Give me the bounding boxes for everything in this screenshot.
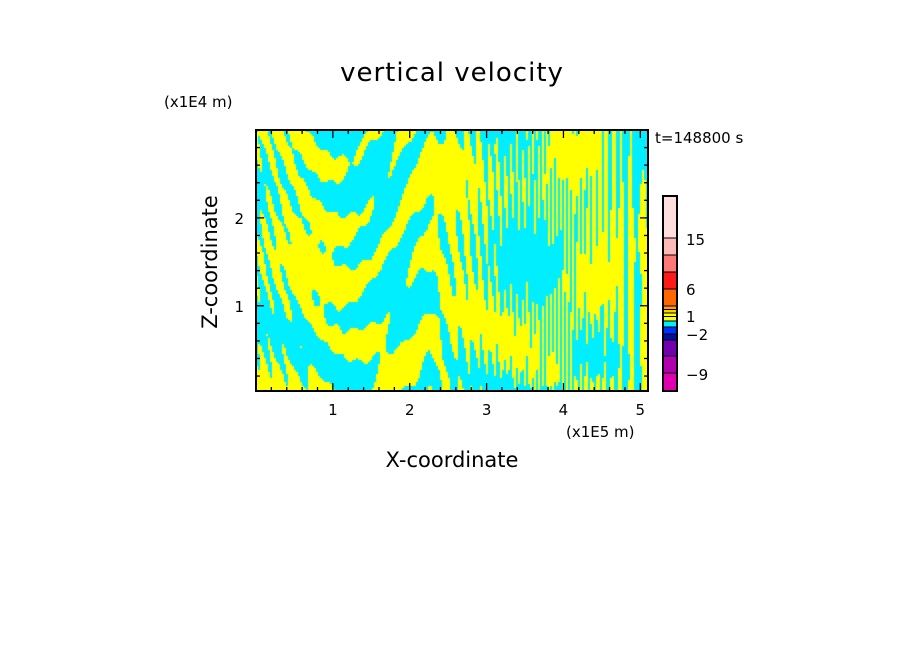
colorbar-segment [662, 309, 678, 314]
colorbar-segment [662, 326, 678, 335]
contour-field [256, 130, 648, 391]
x-tick-label: 3 [482, 401, 492, 419]
colorbar-label: 6 [686, 281, 696, 299]
x-tick-label: 4 [559, 401, 569, 419]
colorbar-label: 1 [686, 308, 696, 326]
colorbar-segment [662, 254, 678, 273]
y-axis-unit: (x1E4 m) [164, 93, 233, 111]
y-tick-label: 1 [234, 298, 244, 316]
colorbar-frame [662, 195, 678, 392]
colorbar-label: 15 [686, 231, 705, 249]
x-axis-unit: (x1E5 m) [566, 423, 635, 441]
colorbar-segment [662, 355, 678, 374]
colorbar-label: −2 [686, 326, 708, 344]
colorbar-segment [662, 271, 678, 290]
colorbar-segment [662, 320, 678, 328]
colorbar-segment [662, 288, 678, 307]
colorbar-segment [662, 237, 678, 256]
colorbar-segment [662, 305, 678, 310]
x-tick-label: 5 [636, 401, 646, 419]
y-tick-label: 2 [234, 210, 244, 228]
colorbar-segment [662, 372, 678, 392]
colorbar-segment [662, 316, 678, 322]
time-label: t=148800 s [655, 129, 744, 147]
x-tick-label: 1 [328, 401, 338, 419]
colorbar-segment [662, 339, 678, 357]
colorbar-segment [662, 333, 678, 341]
chart-title: vertical velocity [340, 58, 564, 88]
colorbar-segment [662, 312, 678, 317]
colorbar-segment [662, 195, 678, 239]
x-axis-label: X-coordinate [385, 448, 519, 472]
x-tick-label: 2 [405, 401, 415, 419]
colorbar-label: −9 [686, 366, 708, 384]
plot-frame [255, 129, 649, 392]
